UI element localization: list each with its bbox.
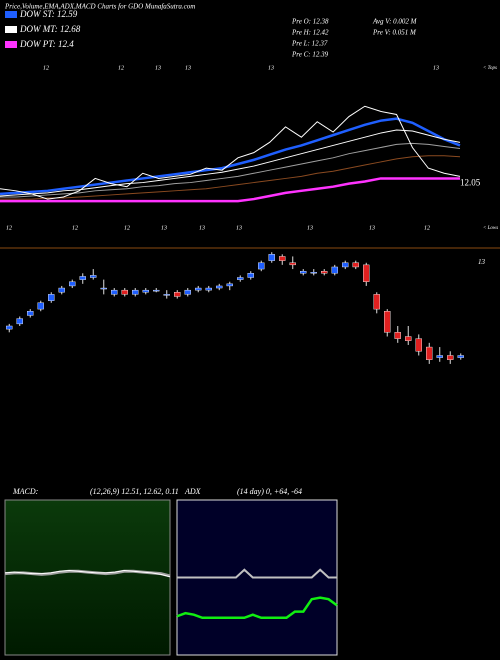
candle-body [16, 318, 23, 325]
tops-label: < Tops [483, 66, 497, 71]
candle-body [321, 270, 328, 274]
top-mark: 13 [433, 65, 439, 71]
candle-body [415, 338, 422, 352]
legend-label: DOW PT: 12.4 [19, 39, 74, 49]
panel-title: MACD: [12, 487, 39, 496]
macd-panel [4, 499, 171, 656]
series-line [176, 596, 338, 620]
candle-body [258, 262, 265, 270]
series-line [177, 568, 337, 579]
stat: Avg V: 0.002 M [372, 18, 418, 26]
candle-body [268, 254, 275, 261]
legend-swatch [5, 11, 17, 18]
series-line [0, 117, 461, 196]
candle-body [79, 276, 86, 280]
candle-body [121, 289, 128, 295]
candle-body [163, 294, 170, 296]
candle-body [174, 292, 181, 297]
panel-subtitle: (14 day) 0, +64, -64 [237, 487, 302, 496]
candle-body [310, 272, 317, 274]
candle-body [226, 283, 233, 287]
series-line [0, 177, 460, 203]
stat: Pre O: 12.38 [291, 18, 329, 26]
stat: Pre H: 12.42 [291, 29, 329, 37]
stat: Pre V: 0.051 M [372, 29, 417, 37]
stat: Pre C: 12.39 [291, 51, 329, 59]
candle-body [447, 355, 454, 360]
top-mark: 12 [118, 65, 124, 71]
candle-body [205, 287, 212, 291]
low-mark: 13 [369, 225, 375, 231]
y-tick-label: 13 [478, 258, 486, 266]
candle-body [352, 262, 359, 268]
candle-body [394, 332, 401, 339]
candle-body [237, 277, 244, 280]
candle-body [247, 273, 254, 278]
candle-body [27, 311, 34, 316]
candle-body [405, 336, 412, 341]
candle-body [342, 262, 349, 268]
series-line [4, 570, 171, 578]
series-line [0, 105, 461, 200]
candle-body [111, 289, 118, 295]
low-mark: 12 [424, 225, 430, 231]
candle-body [153, 289, 160, 292]
last-price: 12.05 [460, 178, 481, 188]
low-mark: 12 [124, 225, 130, 231]
low-mark: 13 [199, 225, 205, 231]
candle-body [100, 287, 107, 290]
candle-body [37, 302, 44, 310]
candle-body [142, 289, 149, 293]
candle-body [300, 270, 307, 274]
legend-label: DOW ST: 12.59 [19, 9, 78, 19]
candle-body [279, 256, 286, 261]
top-mark: 12 [43, 65, 49, 71]
series-line [0, 129, 461, 197]
candle-body [426, 346, 433, 360]
series-line [0, 155, 461, 200]
candle-body [457, 355, 464, 358]
top-mark: 13 [185, 65, 191, 71]
legend-swatch [5, 26, 17, 33]
low-mark: 13 [307, 225, 313, 231]
candle-body [363, 264, 370, 282]
top-mark: 13 [155, 65, 161, 71]
legend-label: DOW MT: 12.68 [19, 24, 81, 34]
candle-body [58, 287, 65, 293]
panel-subtitle: (12,26,9) 12.51, 12.62, 0.11 [90, 487, 179, 496]
candle-body [48, 294, 55, 301]
low-mark: 13 [161, 225, 167, 231]
candle-body [373, 294, 380, 310]
candle-body [90, 275, 97, 278]
candle-body [6, 325, 13, 330]
candle-body [384, 311, 391, 333]
candle-body [132, 289, 139, 295]
low-mark: 13 [236, 225, 242, 231]
candle-body [69, 281, 76, 287]
candle-body [289, 262, 296, 266]
top-mark: 13 [268, 65, 274, 71]
legend-swatch [5, 41, 17, 48]
series-line [0, 142, 461, 198]
stat: Pre L: 12.37 [291, 40, 328, 48]
panel-title: ADX [184, 487, 202, 496]
candle-body [195, 287, 202, 291]
low-mark: 12 [72, 225, 78, 231]
chart-title: Price,Volume,EMA,ADX,MACD Charts for GDO… [4, 3, 195, 11]
lows-label: < Lows [483, 226, 498, 231]
candle-body [216, 285, 223, 289]
low-mark: 12 [6, 225, 12, 231]
candle-body [436, 355, 443, 358]
candle-body [331, 266, 338, 274]
candle-body [184, 289, 191, 295]
